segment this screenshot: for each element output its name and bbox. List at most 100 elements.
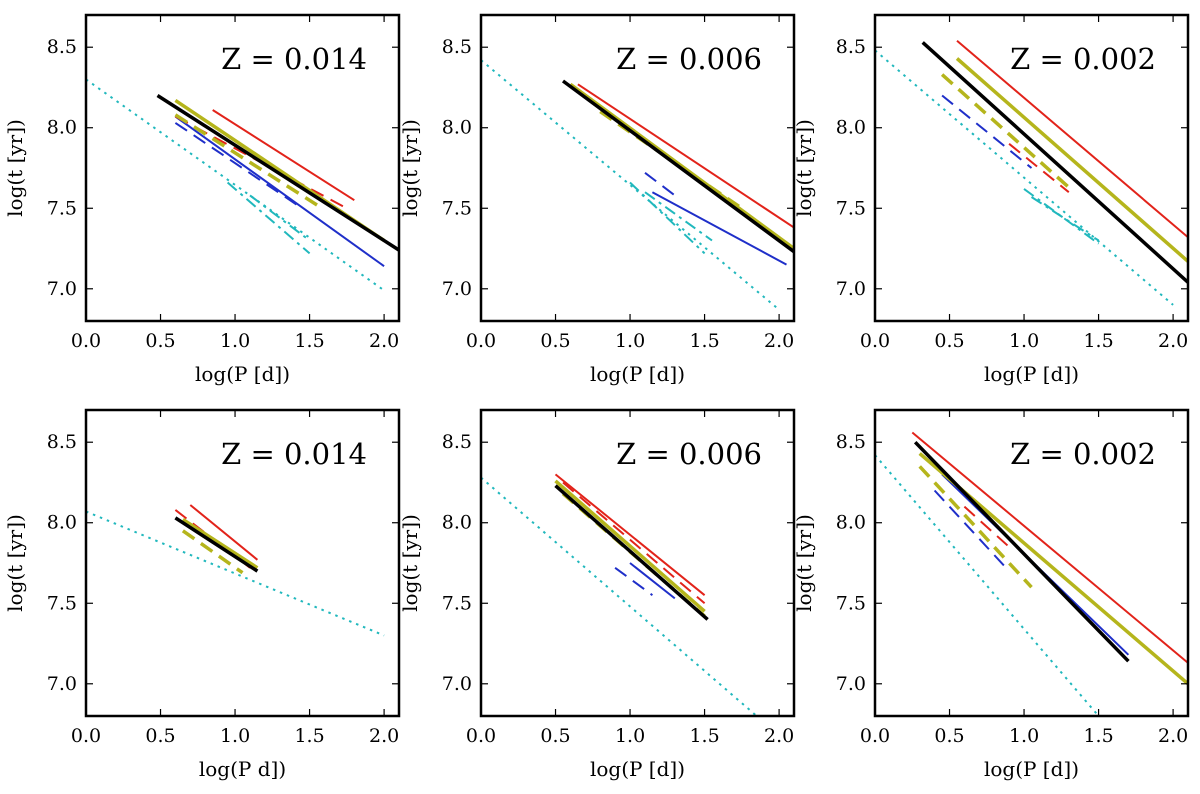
x-tick-label: 2.0: [764, 330, 794, 352]
x-tick-label: 0.5: [934, 330, 964, 352]
y-tick-label: 8.0: [47, 512, 77, 534]
series-line-blue-solid: [174, 115, 385, 268]
series-line-blue-dashed: [941, 94, 1033, 169]
y-tick-label: 7.5: [836, 592, 866, 614]
series-line-black-solid: [921, 41, 1188, 284]
panel-frame: [479, 13, 796, 323]
x-tick-label: 2.0: [1158, 725, 1188, 747]
series-line-red-solid: [212, 109, 355, 202]
panel-frame: [84, 13, 401, 323]
y-tick-label: 8.5: [836, 431, 866, 453]
x-tick-label: 0.5: [145, 725, 175, 747]
series-line-red-solid: [911, 431, 1188, 664]
y-tick-label: 7.0: [47, 673, 77, 695]
x-tick-label: 1.0: [220, 330, 250, 352]
metallicity-annotation: Z = 0.002: [1010, 42, 1156, 76]
series-line-yellow-solid: [554, 479, 706, 613]
series-line-red-solid: [189, 504, 259, 561]
y-tick-label: 8.0: [836, 512, 866, 534]
series-line-cyan-dotted: [481, 476, 758, 716]
x-tick-label: 0.0: [466, 725, 496, 747]
y-tick-label: 7.5: [47, 197, 77, 219]
x-tick-label: 1.5: [294, 725, 324, 747]
metallicity-annotation: Z = 0.006: [616, 437, 762, 471]
series-line-blue-solid: [651, 191, 787, 266]
series-line-yellow-solid: [181, 518, 259, 570]
y-axis-label: log(t [yr]): [398, 514, 422, 612]
panel-frame: [873, 408, 1190, 718]
series-line-blue-dashed: [174, 122, 303, 210]
series-line-blue-dashed: [644, 172, 676, 197]
x-axis-label: log(P [d]): [590, 757, 685, 781]
metallicity-annotation: Z = 0.006: [616, 42, 762, 76]
y-tick-label: 8.5: [442, 431, 472, 453]
panel-bottom-middle: 0.0 0.5 1.0 1.5 2.0 7.0 7.5 8.0 8.5 log(P [d]) log…: [398, 408, 796, 781]
y-tick-label: 7.0: [836, 673, 866, 695]
x-axis-label: log(P [d]): [984, 757, 1079, 781]
series-line-cyan-dashdot: [226, 181, 311, 255]
x-axis-label: log(P [d]): [590, 362, 685, 386]
y-tick-label: 8.5: [47, 36, 77, 58]
series-line-black-solid: [156, 94, 399, 252]
series-line-yellow-dashed: [918, 465, 1033, 589]
series-line-blue-dashed: [614, 566, 653, 597]
y-axis-label: log(t [yr]): [398, 119, 422, 217]
y-tick-label: 7.0: [442, 278, 472, 300]
x-tick-label: 2.0: [369, 330, 399, 352]
x-tick-label: 1.0: [615, 725, 645, 747]
x-tick-label: 1.0: [220, 725, 250, 747]
y-tick-label: 7.5: [442, 197, 472, 219]
x-tick-label: 1.5: [1083, 330, 1113, 352]
series-line-cyan-dashdot: [1023, 188, 1100, 245]
series-line-red-dashed: [963, 505, 1010, 548]
series-line-black-solid: [554, 484, 709, 621]
series-line-cyan-dashdot: [644, 191, 713, 242]
series-line-cyan-dashdot: [249, 194, 311, 242]
y-tick-label: 7.5: [836, 197, 866, 219]
x-tick-label: 2.0: [1158, 330, 1188, 352]
series-line-red-solid: [554, 473, 706, 596]
x-tick-label: 1.0: [615, 330, 645, 352]
series-line-red-solid: [577, 83, 794, 229]
y-tick-label: 8.0: [47, 117, 77, 139]
series-line-blue-solid: [629, 562, 676, 600]
x-axis-label: log(P [d]): [984, 362, 1079, 386]
series-line-yellow-solid: [955, 57, 1188, 263]
series-line-yellow-solid: [569, 82, 794, 250]
x-axis-label: log(P [d]): [195, 362, 290, 386]
panel-frame: [84, 408, 401, 718]
series-line-cyan-dotted: [86, 510, 385, 637]
series-line-cyan-dotted: [481, 59, 780, 311]
panel-bottom-left: 0.0 0.5 1.0 1.5 2.0 7.0 7.5 8.0 8.5 log(P d]) log(…: [3, 408, 401, 781]
x-tick-label: 0.5: [934, 725, 964, 747]
series-group: [875, 40, 1188, 306]
series-line-yellow-dashed: [940, 73, 1070, 189]
x-tick-label: 1.0: [1009, 725, 1039, 747]
y-axis-label: log(t [yr]): [3, 514, 27, 612]
panel-bottom-right: 0.0 0.5 1.0 1.5 2.0 7.0 7.5 8.0 8.5 log(P [d]) log…: [792, 408, 1190, 781]
y-tick-label: 8.5: [442, 36, 472, 58]
y-tick-label: 7.5: [47, 592, 77, 614]
series-line-cyan-dotted: [875, 454, 1100, 716]
series-line-red-dashed: [562, 481, 706, 605]
x-tick-label: 0.5: [540, 330, 570, 352]
x-tick-label: 1.5: [689, 725, 719, 747]
series-line-black-solid: [174, 516, 259, 573]
panel-top-right: 0.0 0.5 1.0 1.5 2.0 7.0 7.5 8.0 8.5 log(P [d]) log…: [792, 13, 1190, 386]
y-tick-label: 8.0: [442, 117, 472, 139]
y-axis-label: log(t [yr]): [3, 119, 27, 217]
x-tick-label: 1.5: [294, 330, 324, 352]
y-axis-label: log(t [yr]): [792, 119, 816, 217]
x-tick-label: 0.0: [466, 330, 496, 352]
series-group: [481, 59, 794, 311]
series-line-cyan-dotted: [86, 78, 385, 292]
y-axis-label: log(t [yr]): [792, 514, 816, 612]
x-tick-label: 2.0: [369, 725, 399, 747]
series-group: [481, 473, 758, 716]
x-tick-label: 1.5: [689, 330, 719, 352]
series-line-blue-dashed: [933, 489, 1010, 572]
series-group: [86, 504, 385, 637]
series-line-yellow-dashed: [174, 113, 318, 207]
metallicity-annotation: Z = 0.002: [1010, 437, 1156, 471]
x-tick-label: 0.5: [145, 330, 175, 352]
